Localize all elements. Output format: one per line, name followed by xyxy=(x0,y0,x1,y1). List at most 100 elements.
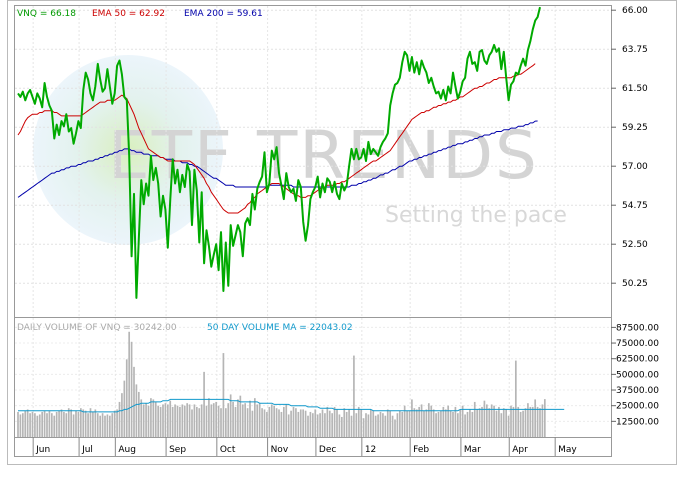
line-layer xyxy=(17,6,565,413)
volume-bar xyxy=(60,409,63,437)
volume-bar xyxy=(297,411,300,437)
volume-bar xyxy=(464,414,466,437)
volume-bar xyxy=(531,406,534,437)
volume-bar xyxy=(142,404,145,437)
volume-bar xyxy=(183,405,186,437)
watermark-tagline: Setting the pace xyxy=(385,203,567,228)
volume-bar xyxy=(452,411,454,437)
volume-tick-label: 50000.00 xyxy=(616,370,659,380)
volume-bar xyxy=(261,408,263,437)
volume-bar xyxy=(237,399,239,437)
volume-bar xyxy=(140,399,143,437)
volume-bar xyxy=(401,411,404,437)
price-tick-label: 50.25 xyxy=(622,279,648,289)
volume-bar xyxy=(75,410,77,437)
volume-bar xyxy=(200,404,203,437)
volume-bar xyxy=(67,408,70,437)
volume-bar xyxy=(471,411,474,437)
volume-bar xyxy=(287,414,290,437)
volume-bar xyxy=(427,403,430,437)
volume-bar xyxy=(396,413,399,437)
volume-bar xyxy=(123,380,126,437)
volume-bar xyxy=(495,410,498,437)
volume-bar xyxy=(502,408,505,437)
volume-bar xyxy=(26,409,29,437)
volume-bar xyxy=(212,403,215,437)
volume-bar xyxy=(333,406,336,437)
volume-bar xyxy=(278,409,280,437)
volume-bar xyxy=(386,409,389,437)
volume-bar xyxy=(478,408,481,437)
volume-bar xyxy=(38,414,41,437)
volume-bar xyxy=(510,405,512,437)
price-tick-label: 63.75 xyxy=(622,45,648,55)
volume-bar xyxy=(128,331,131,437)
volume-bar xyxy=(519,411,522,437)
volume-bar xyxy=(251,410,254,437)
volume-bar xyxy=(382,413,384,437)
date-tick-label: Sep xyxy=(169,445,186,455)
volume-bar xyxy=(244,403,247,437)
volume-bar xyxy=(176,405,179,437)
volume-bar xyxy=(302,409,305,437)
volume-bar xyxy=(319,413,321,437)
volume-bar xyxy=(92,411,94,437)
date-tick-label: Jul xyxy=(81,445,93,455)
volume-bar xyxy=(406,410,408,437)
volume-bar xyxy=(336,409,338,437)
volume-bar xyxy=(413,408,416,437)
date-tick-label: Apr xyxy=(512,445,528,455)
volume-bar xyxy=(500,413,503,437)
date-tick-label: Mar xyxy=(464,445,481,455)
volume-bar xyxy=(476,409,479,437)
volume-bar xyxy=(21,413,24,437)
volume-bar xyxy=(483,400,486,437)
volume-bar xyxy=(273,405,276,437)
volume-bar xyxy=(418,406,421,437)
legend-volume: DAILY VOLUME OF VNQ = 30242.00 xyxy=(17,323,177,333)
volume-bar xyxy=(473,401,476,437)
volume-bar xyxy=(256,404,259,437)
date-tick-label: Dec xyxy=(319,445,336,455)
volume-tick-label: 25000.00 xyxy=(616,402,659,412)
volume-bar xyxy=(539,408,541,437)
volume-ma-line xyxy=(18,398,565,413)
volume-bar xyxy=(466,411,469,437)
volume-bar xyxy=(224,408,227,437)
volume-bar xyxy=(96,413,99,437)
volume-bar xyxy=(220,408,222,437)
volume-bar xyxy=(99,415,102,437)
price-line xyxy=(17,6,541,299)
volume-bar xyxy=(171,406,174,437)
ema50-line xyxy=(17,63,536,214)
volume-bar xyxy=(326,406,329,437)
volume-bar xyxy=(193,404,196,437)
volume-bar xyxy=(82,409,85,437)
volume-bar xyxy=(360,409,363,437)
volume-bar xyxy=(362,418,365,437)
volume-bar xyxy=(130,341,133,437)
volume-bar xyxy=(137,391,140,437)
volume-bar xyxy=(258,403,261,437)
volume-bar xyxy=(369,409,372,437)
volume-bar xyxy=(147,405,150,437)
volume-bar xyxy=(63,411,65,437)
volume-bar xyxy=(365,413,367,437)
volume-bar xyxy=(435,413,437,437)
volume-bar xyxy=(89,408,92,437)
volume-bar xyxy=(447,405,450,437)
volume-bar xyxy=(398,410,401,437)
volume-bar xyxy=(524,408,527,437)
volume-bar xyxy=(106,414,109,437)
volume-bar xyxy=(314,409,317,437)
volume-bar xyxy=(118,401,121,437)
volume-bar xyxy=(282,406,285,437)
volume-bar xyxy=(164,403,167,437)
legend-volume-ma: 50 DAY VOLUME MA = 22043.02 xyxy=(207,323,353,333)
volume-bar xyxy=(241,404,244,437)
volume-bar xyxy=(280,411,283,437)
volume-bar xyxy=(367,414,370,437)
volume-bar xyxy=(181,404,184,437)
volume-bar xyxy=(498,406,500,437)
volume-bar xyxy=(391,415,394,437)
